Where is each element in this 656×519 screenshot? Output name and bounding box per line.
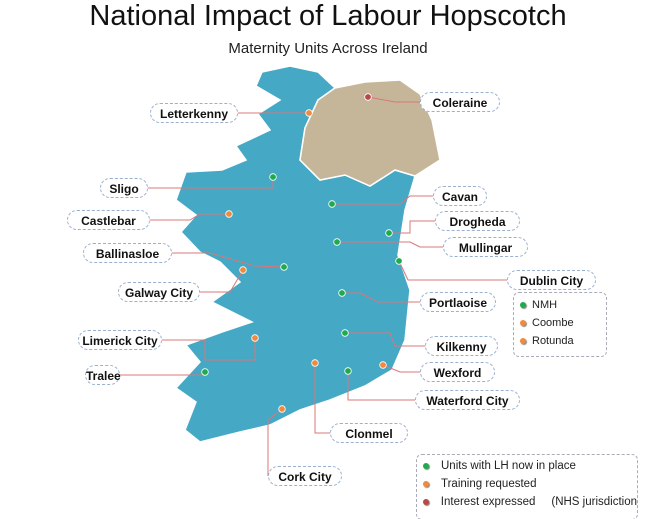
training-dot-icon [520,338,526,344]
location-label-dublin-city: Dublin City [507,270,596,290]
dublin-unit-nmh: NMH [514,296,606,314]
location-label-tralee: Tralee [85,365,121,385]
location-label-sligo: Sligo [100,178,148,198]
location-marker-letterkenny[interactable] [305,109,313,117]
location-marker-galway-city[interactable] [239,266,247,274]
in-place-dot-icon [423,463,429,469]
legend: Units with LH now in place Training requ… [416,454,638,519]
legend-item-interest: Interest expressed (NHS jurisdiction [417,493,637,511]
location-marker-waterford-city[interactable] [344,367,352,375]
training-dot-icon [423,481,429,487]
location-label-castlebar: Castlebar [67,210,150,230]
leader-line-cork-city [267,408,283,476]
leader-line-ballinasloe [172,252,285,268]
leader-line-coleraine [367,96,420,103]
legend-item-training: Training requested [417,475,637,493]
dublin-units-box: NMH Coombe Rotunda [513,292,607,357]
location-marker-sligo[interactable] [269,173,277,181]
location-marker-dublin-city[interactable] [395,257,403,265]
in-place-dot-icon [520,302,526,308]
location-marker-tralee[interactable] [201,368,209,376]
leader-line-waterford-city [347,371,415,401]
location-label-wexford: Wexford [420,362,495,382]
dublin-unit-coombe: Coombe [514,314,606,332]
location-label-mullingar: Mullingar [443,237,528,257]
location-label-coleraine: Coleraine [420,92,500,112]
location-label-galway-city: Galway City [118,282,200,302]
location-marker-castlebar[interactable] [225,210,233,218]
northern-ireland-region [299,79,441,187]
location-marker-kilkenny[interactable] [341,329,349,337]
location-marker-wexford[interactable] [379,361,387,369]
leader-line-galway-city [200,269,244,293]
location-label-ballinasloe: Ballinasloe [83,243,172,263]
location-marker-mullingar[interactable] [333,238,341,246]
leader-line-dublin-city [398,260,507,281]
location-label-waterford-city: Waterford City [415,390,520,410]
location-marker-coleraine[interactable] [364,93,372,101]
location-label-clonmel: Clonmel [330,423,408,443]
location-label-letterkenny: Letterkenny [150,103,238,123]
leader-line-limerick-city [162,338,256,361]
leader-line-wexford [382,364,420,373]
leader-line-portlaoise [342,292,420,303]
leader-line-kilkenny [345,332,425,347]
location-label-limerick-city: Limerick City [78,330,162,350]
location-label-cavan: Cavan [433,186,487,206]
location-marker-portlaoise[interactable] [338,289,346,297]
leader-line-clonmel [314,363,330,434]
location-label-drogheda: Drogheda [435,211,520,231]
location-marker-cavan[interactable] [328,200,336,208]
legend-item-in-place: Units with LH now in place [417,457,637,475]
location-marker-limerick-city[interactable] [251,334,259,342]
dublin-unit-rotunda: Rotunda [514,332,606,350]
location-marker-drogheda[interactable] [385,229,393,237]
page-title: National Impact of Labour Hopscotch [89,0,567,32]
location-marker-ballinasloe[interactable] [280,263,288,271]
location-label-portlaoise: Portlaoise [420,292,496,312]
leader-line-cavan [332,195,433,205]
leader-line-mullingar [337,241,443,248]
location-label-kilkenny: Kilkenny [425,336,498,356]
leader-line-drogheda [389,220,435,234]
location-label-cork-city: Cork City [268,466,342,486]
page-subtitle: Maternity Units Across Ireland [228,40,428,57]
location-marker-clonmel[interactable] [311,359,319,367]
leader-line-castlebar [150,213,229,221]
training-dot-icon [520,320,526,326]
location-marker-cork-city[interactable] [278,405,286,413]
interest-dot-icon [423,499,429,505]
